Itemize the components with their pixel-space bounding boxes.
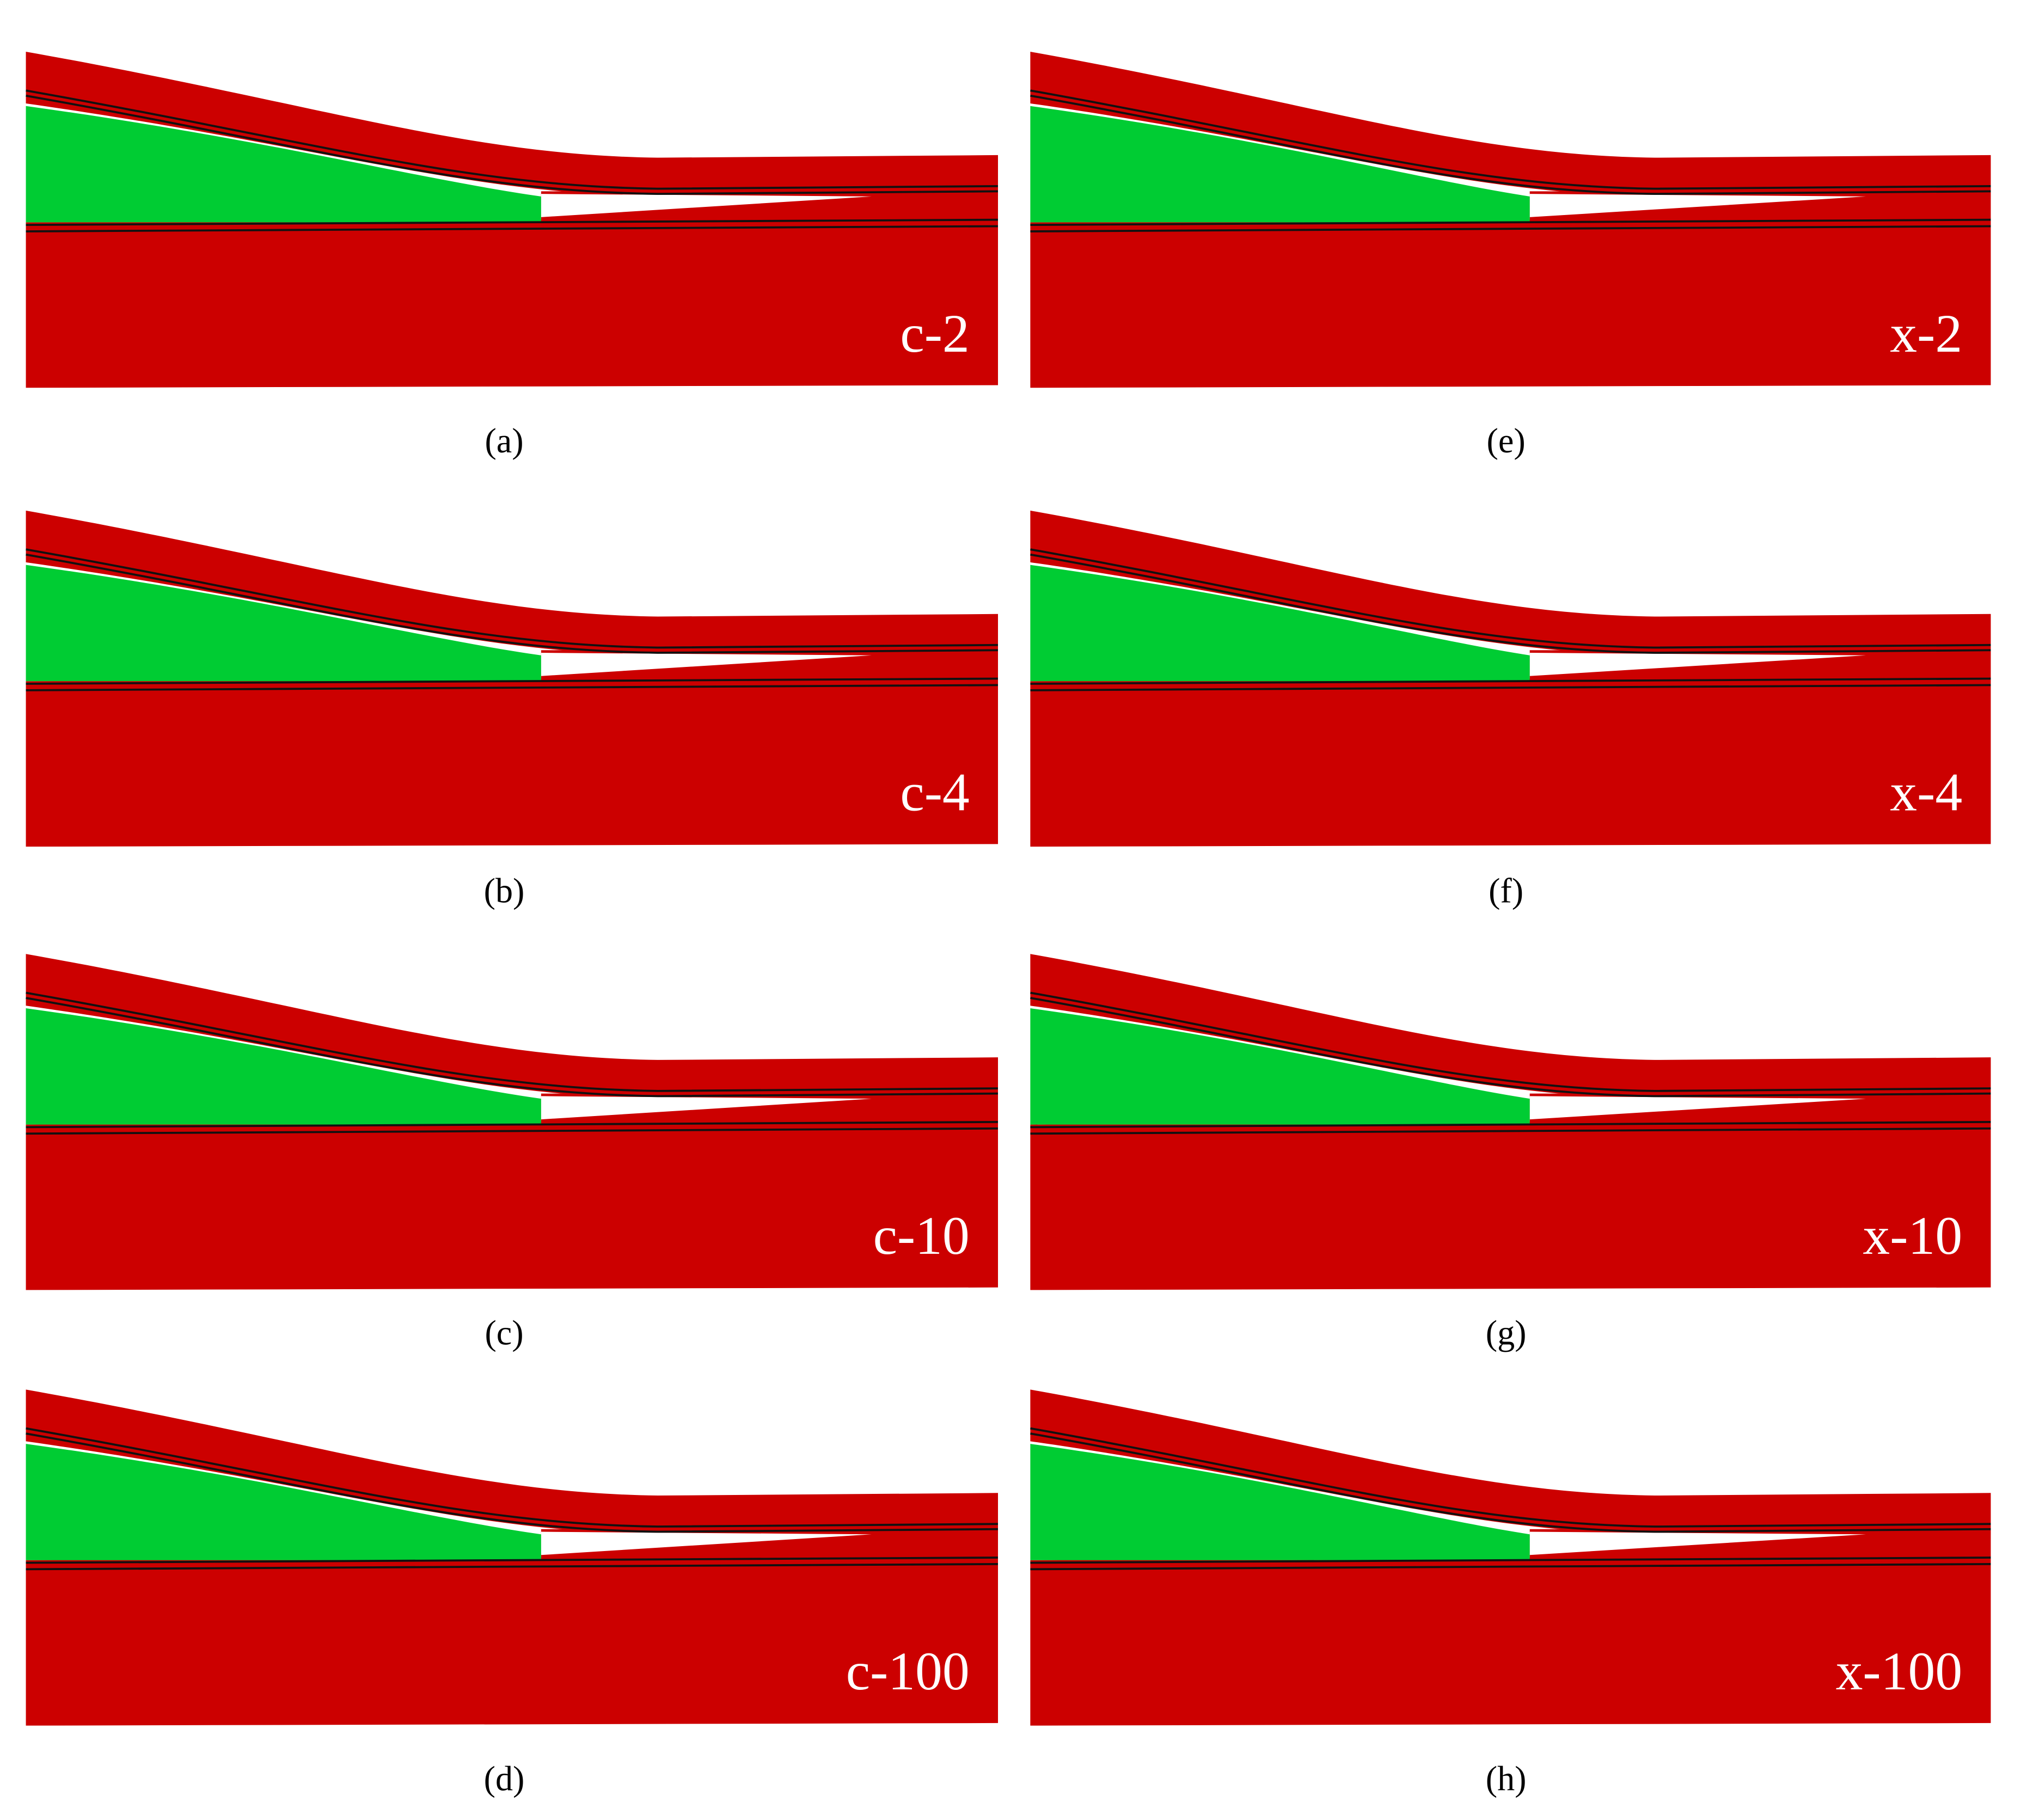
seam xyxy=(26,94,999,195)
crack-gap xyxy=(541,194,872,217)
crack-gap xyxy=(1529,1096,1866,1120)
substrate xyxy=(26,217,999,388)
crack-gap xyxy=(541,1531,872,1555)
adhesive xyxy=(26,1444,541,1560)
seam xyxy=(26,1562,999,1571)
simulation-panel: x-10 xyxy=(1030,954,1991,1290)
adhesive xyxy=(26,106,541,223)
seam xyxy=(26,991,999,1092)
seam xyxy=(26,1432,999,1533)
simulation-panel: x-100 xyxy=(1030,1389,1991,1726)
panel-label: x-2 xyxy=(1890,303,1962,364)
seam xyxy=(26,218,999,226)
substrate xyxy=(1030,1119,1991,1290)
substrate xyxy=(26,1555,999,1726)
upper-arm xyxy=(26,510,999,655)
seam xyxy=(1030,218,1991,226)
seam xyxy=(26,1557,999,1564)
crack-gap xyxy=(1529,194,1866,217)
seam xyxy=(26,1427,999,1528)
panel-label: x-10 xyxy=(1863,1205,1962,1266)
seam xyxy=(1030,1127,1991,1135)
substrate xyxy=(1030,217,1991,388)
panel-label: c-10 xyxy=(873,1205,970,1266)
seam xyxy=(26,225,999,232)
adhesive xyxy=(26,1008,541,1125)
upper-arm xyxy=(26,51,999,197)
seam xyxy=(1030,1557,1991,1564)
panel-label: c-100 xyxy=(846,1641,970,1701)
seam xyxy=(1030,684,1991,691)
seam xyxy=(1030,1432,1991,1533)
upper-arm xyxy=(1030,510,1991,655)
adhesive xyxy=(1030,1008,1530,1125)
adhesive xyxy=(1030,1444,1530,1560)
seam xyxy=(1030,89,1991,190)
substrate xyxy=(1030,676,1991,847)
panel-caption: (d) xyxy=(484,1759,525,1798)
seam xyxy=(26,1127,999,1135)
panel-caption: (g) xyxy=(1486,1313,1527,1352)
seam xyxy=(26,677,999,685)
crack-gap xyxy=(541,653,872,676)
seam xyxy=(26,997,999,1098)
seam xyxy=(1030,553,1991,654)
adhesive xyxy=(1030,106,1530,223)
substrate xyxy=(26,1119,999,1290)
panel-caption: (f) xyxy=(1489,871,1523,910)
seam xyxy=(1030,1562,1991,1571)
simulation-panel: c-4 xyxy=(26,510,999,847)
simulation-panel: c-2 xyxy=(26,51,999,388)
panel-caption: (a) xyxy=(485,421,523,460)
seam xyxy=(26,553,999,654)
panel-caption: (e) xyxy=(1487,421,1526,460)
upper-arm xyxy=(1030,51,1991,197)
seam xyxy=(1030,997,1991,1098)
seam xyxy=(1030,548,1991,649)
adhesive xyxy=(26,565,541,682)
adhesive xyxy=(1030,565,1530,682)
seam xyxy=(26,89,999,190)
upper-arm xyxy=(1030,954,1991,1099)
seam xyxy=(1030,1120,1991,1129)
seam xyxy=(1030,677,1991,685)
panel-label: x-100 xyxy=(1836,1641,1963,1701)
seam xyxy=(26,1120,999,1129)
upper-arm xyxy=(1030,1389,1991,1535)
substrate xyxy=(1030,1555,1991,1726)
seam xyxy=(1030,1427,1991,1528)
panel-label: c-4 xyxy=(900,762,969,823)
panel-caption: (b) xyxy=(484,871,525,910)
simulation-panel: c-10 xyxy=(26,954,999,1290)
seam xyxy=(1030,225,1991,232)
seam xyxy=(1030,991,1991,1092)
seam xyxy=(26,684,999,691)
simulation-panel: c-100 xyxy=(26,1389,999,1726)
crack-gap xyxy=(541,1096,872,1120)
upper-arm xyxy=(26,1389,999,1535)
substrate xyxy=(26,676,999,847)
simulation-panel: x-4 xyxy=(1030,510,1991,847)
simulation-panel: x-2 xyxy=(1030,51,1991,388)
seam xyxy=(1030,94,1991,195)
seam xyxy=(26,548,999,649)
panel-caption: (h) xyxy=(1486,1759,1527,1798)
crack-gap xyxy=(1529,653,1866,676)
panel-label: x-4 xyxy=(1890,762,1962,823)
panel-label: c-2 xyxy=(900,303,969,364)
upper-arm xyxy=(26,954,999,1099)
crack-gap xyxy=(1529,1531,1866,1555)
panel-caption: (c) xyxy=(485,1313,523,1352)
